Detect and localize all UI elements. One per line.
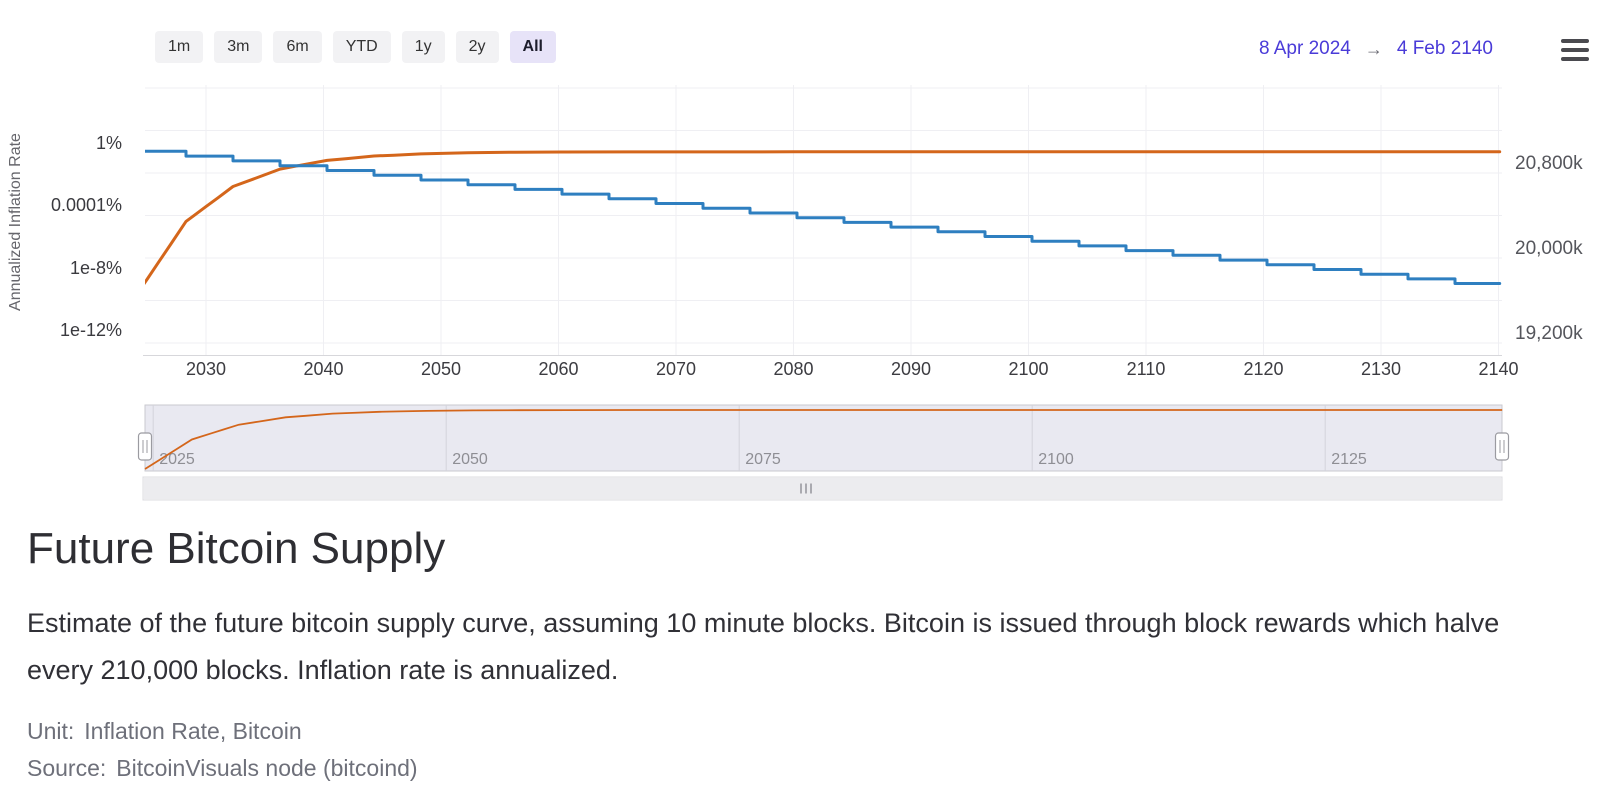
navigator-tick-label: 2050: [452, 451, 488, 468]
range-selector: 1m 3m 6m YTD 1y 2y All: [155, 31, 556, 63]
x-tick-label: 2140: [1478, 359, 1518, 379]
x-tick-label: 2070: [656, 359, 696, 379]
x-tick-label: 2100: [1008, 359, 1048, 379]
navigator-tick-label: 2100: [1038, 451, 1074, 468]
navigator-track[interactable]: [144, 404, 1503, 472]
range-button-6m[interactable]: 6m: [273, 31, 322, 63]
scrollbar-thumb[interactable]: [144, 478, 1501, 499]
right-axis-labels: 20,800k 20,000k 19,200k: [1515, 153, 1583, 344]
date-range: 8 Apr 2024 → 4 Feb 2140: [1259, 38, 1493, 60]
x-tick-label: 2060: [538, 359, 578, 379]
x-axis-labels: 2030 2040 2050 2060 2070 2080 2090 2100 2110 2120…: [186, 359, 1519, 379]
hamburger-menu-icon[interactable]: [1561, 39, 1589, 61]
range-button-ytd[interactable]: YTD: [332, 31, 391, 63]
source-label: Source:: [27, 755, 107, 781]
range-button-all[interactable]: All: [509, 31, 556, 63]
arrow-right-icon: →: [1364, 38, 1383, 59]
gridlines: [145, 85, 1502, 355]
navigator-supply-line: [144, 409, 1503, 470]
left-axis-title: Annualized Inflation Rate: [7, 133, 24, 311]
date-from-input[interactable]: 8 Apr 2024: [1258, 38, 1351, 59]
navigator-tick-label: 2125: [1331, 451, 1367, 468]
left-axis-labels: 1% 0.0001% 1e-8% 1e-12%: [51, 133, 122, 340]
navigator-tick-label: 2025: [159, 451, 195, 468]
inflation-line: [145, 149, 1502, 285]
left-tick-label: 1e-8%: [70, 258, 122, 278]
x-tick-label: 2030: [186, 359, 226, 379]
x-tick-label: 2090: [891, 359, 931, 379]
source-line: Source: BitcoinVisuals node (bitcoind): [27, 755, 418, 782]
x-tick-label: 2050: [421, 359, 461, 379]
date-to-input[interactable]: 4 Feb 2140: [1396, 38, 1493, 59]
range-button-1m[interactable]: 1m: [155, 31, 204, 63]
x-tick-label: 2110: [1127, 359, 1166, 379]
right-tick-label: 20,000k: [1515, 238, 1583, 259]
range-button-1y[interactable]: 1y: [401, 31, 445, 63]
left-tick-label: 1e-12%: [60, 320, 122, 340]
left-tick-label: 0.0001%: [51, 195, 122, 215]
unit-value: Inflation Rate, Bitcoin: [84, 718, 302, 744]
right-tick-label: 20,800k: [1515, 153, 1583, 174]
left-tick-label: 1%: [96, 133, 122, 153]
right-tick-label: 19,200k: [1515, 323, 1583, 344]
chart-canvas[interactable]: 2030 2040 2050 2060 2070 2080 2090 2100 2110 2120…: [0, 0, 1606, 520]
page-title: Future Bitcoin Supply: [27, 524, 446, 573]
range-button-2y[interactable]: 2y: [455, 31, 499, 63]
x-tick-label: 2120: [1243, 359, 1283, 379]
navigator-gridlines: [152, 405, 1326, 471]
range-button-3m[interactable]: 3m: [214, 31, 263, 63]
unit-label: Unit:: [27, 718, 75, 744]
x-tick-label: 2040: [303, 359, 343, 379]
x-tick-label: 2130: [1361, 359, 1401, 379]
navigator-tick-label: 2075: [745, 451, 781, 468]
unit-line: Unit: Inflation Rate, Bitcoin: [27, 718, 302, 745]
page-description: Estimate of the future bitcoin supply cu…: [27, 608, 1500, 685]
scrollbar-grip-icon[interactable]: [800, 483, 812, 494]
navigator-handle-right[interactable]: [1494, 432, 1510, 461]
navigator-handle-left[interactable]: [137, 432, 153, 461]
source-value: BitcoinVisuals node (bitcoind): [116, 755, 418, 781]
x-tick-label: 2080: [773, 359, 813, 379]
